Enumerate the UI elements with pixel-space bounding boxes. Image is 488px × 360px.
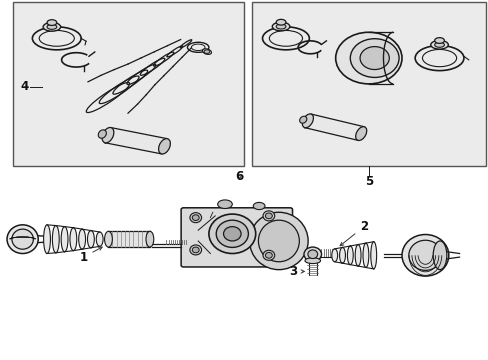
Ellipse shape xyxy=(47,20,57,26)
Ellipse shape xyxy=(401,234,448,276)
Ellipse shape xyxy=(189,245,201,255)
Ellipse shape xyxy=(7,225,38,253)
Ellipse shape xyxy=(43,23,61,31)
Ellipse shape xyxy=(339,247,345,263)
Ellipse shape xyxy=(272,22,289,31)
Text: 2: 2 xyxy=(340,220,367,246)
Ellipse shape xyxy=(276,24,285,29)
Ellipse shape xyxy=(349,39,398,77)
Ellipse shape xyxy=(408,240,441,270)
FancyBboxPatch shape xyxy=(181,208,292,267)
Ellipse shape xyxy=(346,246,352,265)
Ellipse shape xyxy=(43,225,50,253)
Ellipse shape xyxy=(430,41,447,49)
Ellipse shape xyxy=(87,230,94,248)
Ellipse shape xyxy=(223,226,241,241)
Ellipse shape xyxy=(146,231,154,247)
Ellipse shape xyxy=(208,214,255,253)
Ellipse shape xyxy=(354,244,360,266)
Ellipse shape xyxy=(263,250,274,260)
Ellipse shape xyxy=(61,226,68,252)
Text: 6: 6 xyxy=(235,170,243,183)
Ellipse shape xyxy=(331,249,337,262)
Ellipse shape xyxy=(79,229,85,249)
Ellipse shape xyxy=(335,32,401,84)
Text: 4: 4 xyxy=(20,80,28,93)
Polygon shape xyxy=(183,210,289,265)
Ellipse shape xyxy=(189,213,201,223)
Polygon shape xyxy=(304,114,364,140)
Ellipse shape xyxy=(96,232,103,246)
Text: 1: 1 xyxy=(80,247,102,264)
Ellipse shape xyxy=(217,200,232,208)
Ellipse shape xyxy=(304,247,321,261)
Ellipse shape xyxy=(52,226,59,253)
Ellipse shape xyxy=(370,242,376,269)
Ellipse shape xyxy=(70,228,77,251)
Ellipse shape xyxy=(432,241,446,270)
Ellipse shape xyxy=(158,139,170,154)
Text: 5: 5 xyxy=(364,175,372,188)
Ellipse shape xyxy=(265,213,272,219)
Ellipse shape xyxy=(434,42,444,47)
Ellipse shape xyxy=(249,212,307,270)
Ellipse shape xyxy=(192,247,199,253)
Ellipse shape xyxy=(359,46,388,69)
Ellipse shape xyxy=(104,231,112,247)
Polygon shape xyxy=(108,231,150,247)
Ellipse shape xyxy=(307,250,317,258)
Bar xyxy=(251,3,485,166)
Ellipse shape xyxy=(253,202,264,210)
Ellipse shape xyxy=(102,127,114,143)
Ellipse shape xyxy=(299,116,306,123)
Ellipse shape xyxy=(202,49,211,54)
Ellipse shape xyxy=(203,50,209,53)
Ellipse shape xyxy=(192,215,199,221)
Ellipse shape xyxy=(362,243,368,267)
Ellipse shape xyxy=(434,38,444,43)
Ellipse shape xyxy=(265,252,272,258)
Ellipse shape xyxy=(47,24,57,30)
Ellipse shape xyxy=(276,19,285,25)
Bar xyxy=(13,3,244,166)
Ellipse shape xyxy=(12,229,33,249)
Text: 3: 3 xyxy=(288,265,304,278)
Ellipse shape xyxy=(258,220,299,262)
Ellipse shape xyxy=(305,258,320,264)
Ellipse shape xyxy=(98,130,106,138)
Ellipse shape xyxy=(216,220,248,247)
Ellipse shape xyxy=(302,114,313,128)
Polygon shape xyxy=(105,127,167,154)
Ellipse shape xyxy=(263,211,274,221)
Ellipse shape xyxy=(355,127,366,140)
